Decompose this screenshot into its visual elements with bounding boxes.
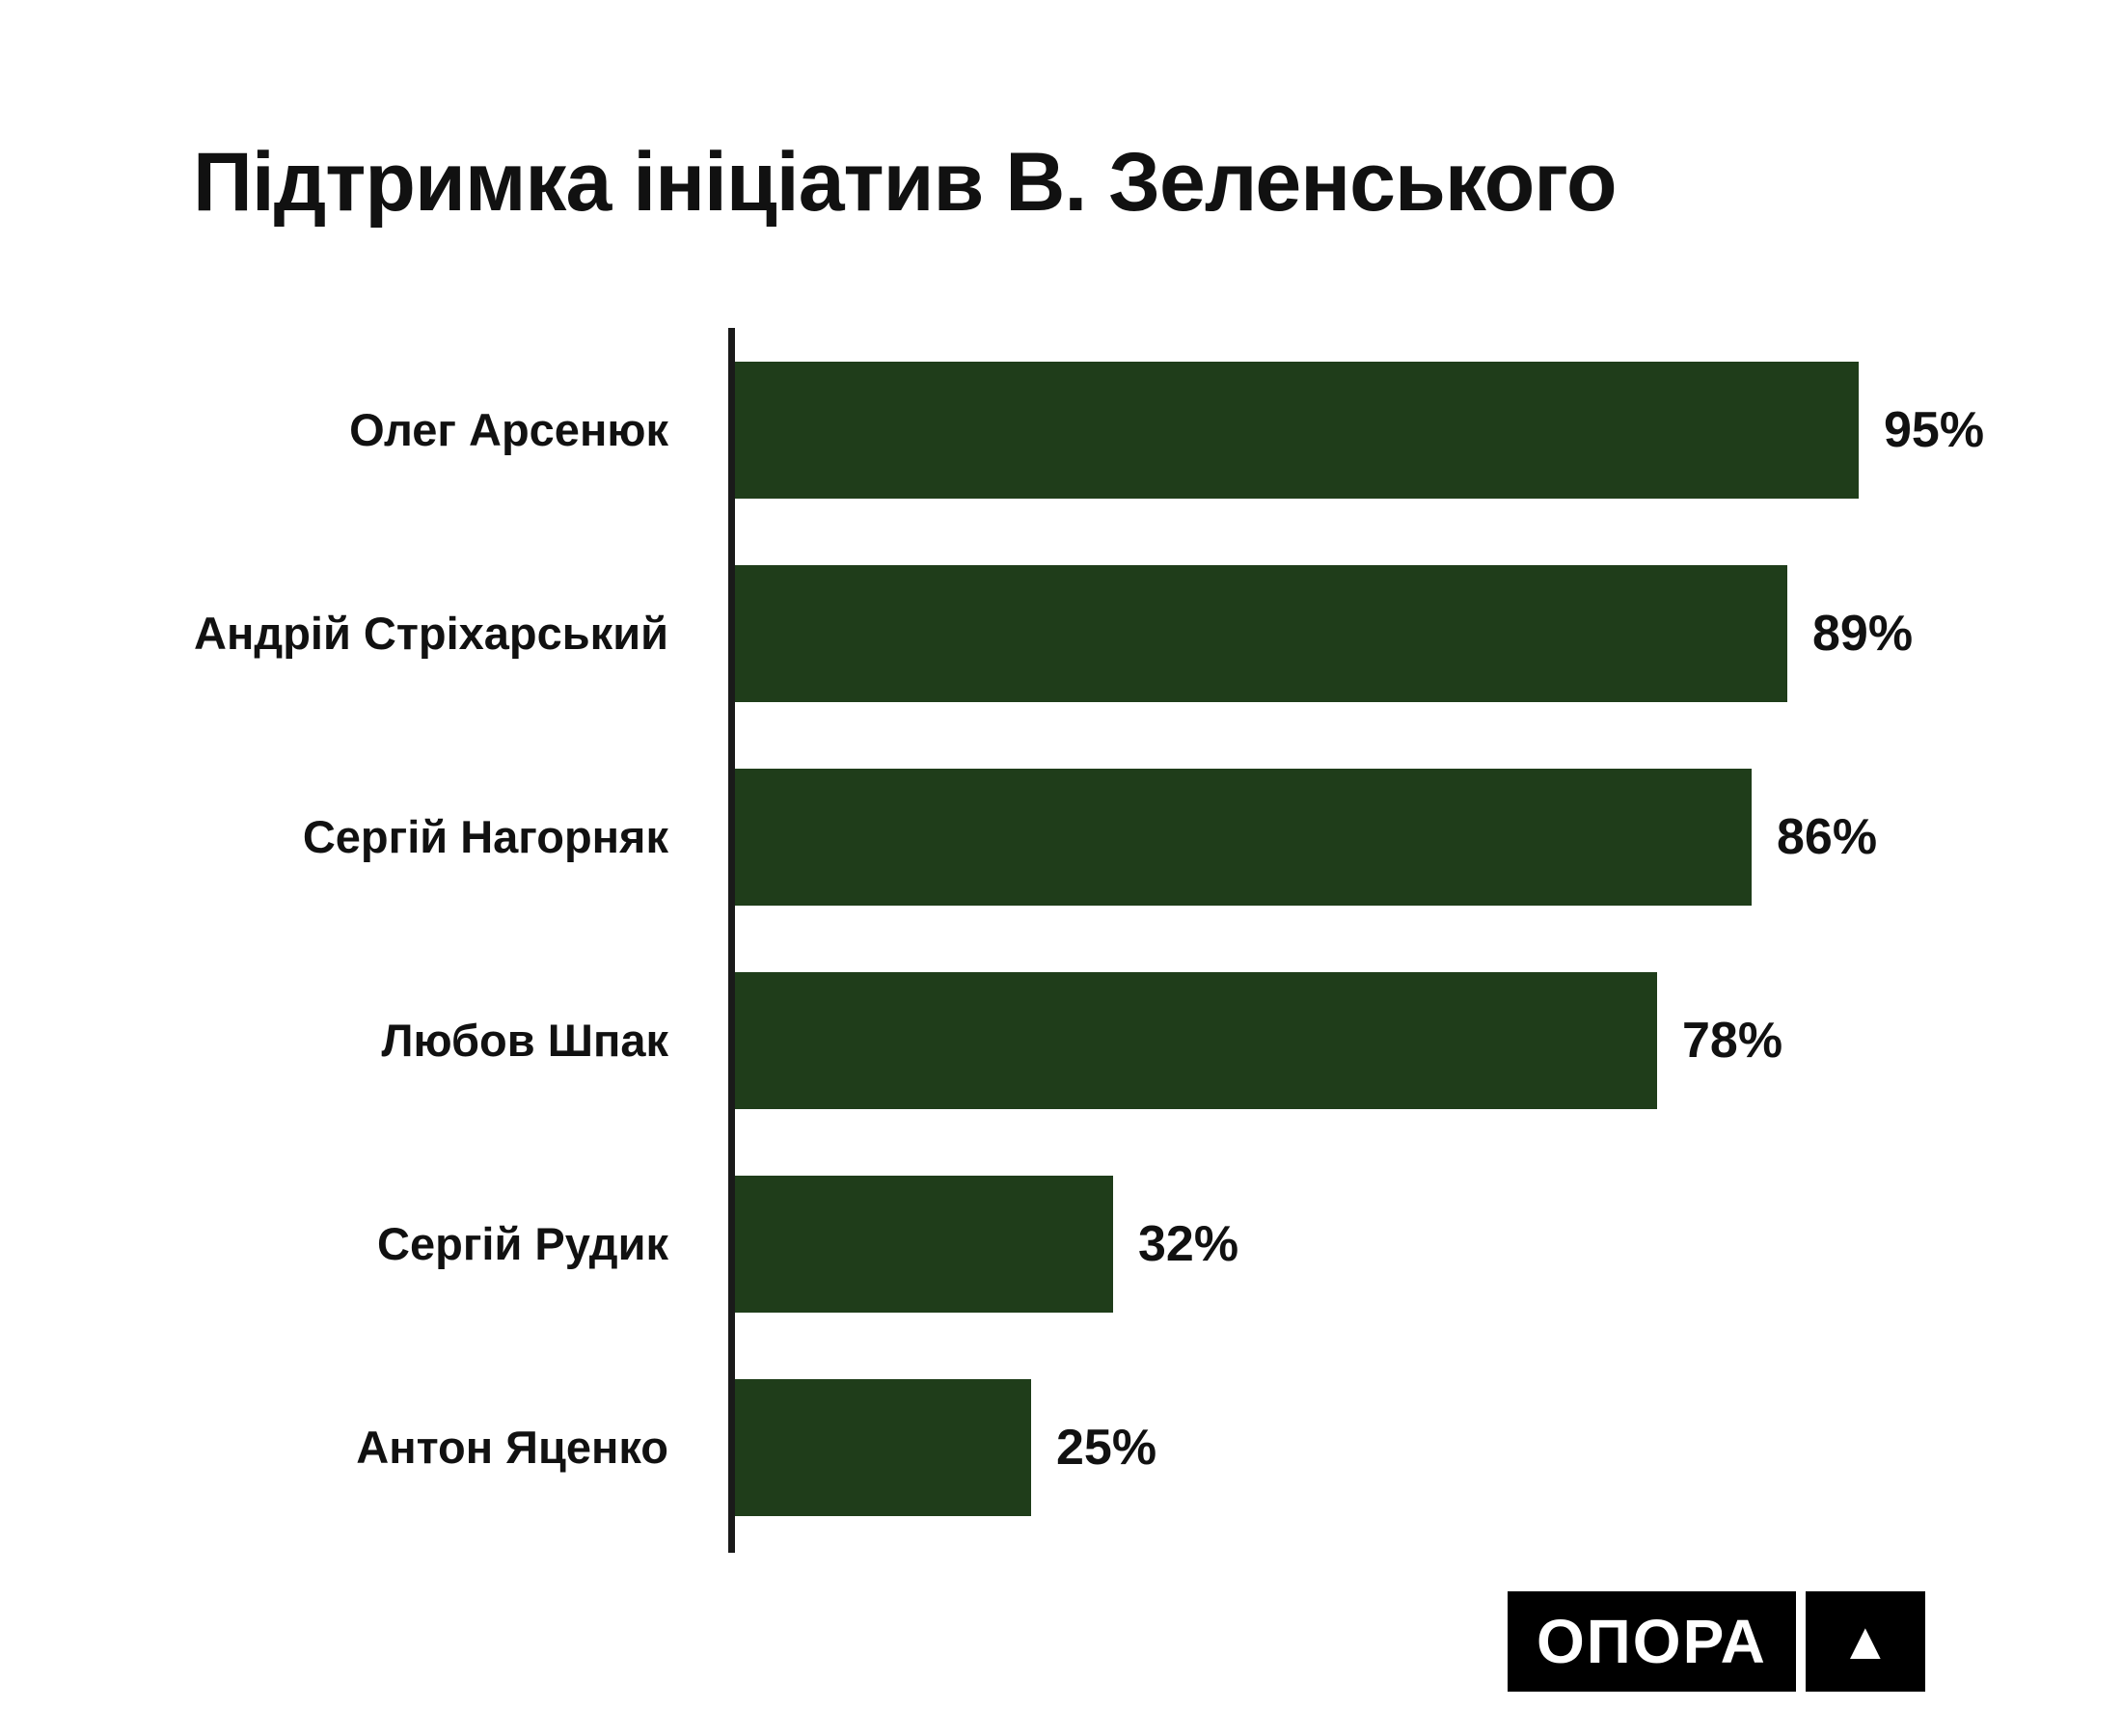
bar-area: 25% [728, 1345, 1156, 1549]
category-label: Сергій Рудик [377, 1218, 668, 1269]
bar [735, 1378, 1031, 1516]
y-axis-line [728, 328, 735, 1553]
value-label: 86% [1777, 808, 1878, 865]
value-label: 25% [1056, 1419, 1157, 1476]
chart-rows: Олег Арсенюк 95% Андрій Стріхарський 89% Сер… [0, 328, 2122, 1549]
category-label: Олег Арсенюк [349, 404, 668, 455]
value-label: 89% [1812, 605, 1914, 662]
bar-area: 86% [728, 735, 1877, 938]
opora-logo-text: ОПОРА [1508, 1591, 1796, 1692]
bar-area: 78% [728, 938, 1782, 1142]
bar [735, 768, 1752, 906]
chart-row: Антон Яценко 25% [0, 1345, 2122, 1549]
category-label: Сергій Нагорняк [302, 811, 668, 862]
opora-triangle-icon: ▲ [1805, 1591, 1925, 1692]
category-label: Любов Шпак [381, 1015, 668, 1066]
bar [735, 971, 1657, 1109]
bar [735, 361, 1859, 499]
bar [735, 1175, 1113, 1313]
chart-title: Підтримка ініціатив В. Зеленського [193, 136, 1617, 229]
value-label: 32% [1138, 1215, 1239, 1272]
bar-area: 95% [728, 328, 1984, 531]
chart-row: Андрій Стріхарський 89% [0, 531, 2122, 735]
chart-row: Олег Арсенюк 95% [0, 328, 2122, 531]
value-label: 95% [1884, 401, 1985, 458]
category-label: Антон Яценко [356, 1422, 668, 1473]
value-label: 78% [1682, 1012, 1783, 1069]
category-label: Андрій Стріхарський [194, 608, 668, 659]
chart-row: Любов Шпак 78% [0, 938, 2122, 1142]
bar [735, 564, 1787, 702]
chart-row: Сергій Нагорняк 86% [0, 735, 2122, 938]
chart-row: Сергій Рудик 32% [0, 1142, 2122, 1345]
bar-area: 89% [728, 531, 1913, 735]
bar-chart: Олег Арсенюк 95% Андрій Стріхарський 89% Сер… [0, 328, 2122, 1562]
opora-logo: ОПОРА ▲ [1508, 1591, 1925, 1692]
bar-area: 32% [728, 1142, 1238, 1345]
